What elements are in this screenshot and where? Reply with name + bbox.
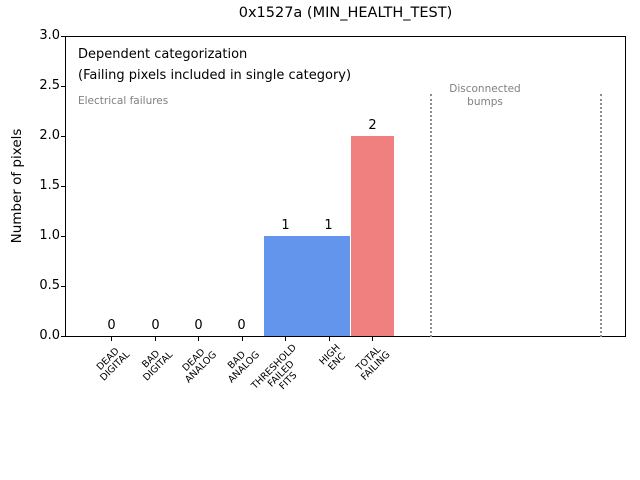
bar-value-label: 0	[107, 318, 116, 333]
y-tick	[61, 86, 65, 87]
y-tick-label: 1.5	[39, 178, 60, 193]
x-tick	[242, 337, 243, 341]
bar-value-label: 0	[237, 318, 246, 333]
y-tick	[61, 236, 65, 237]
x-tick	[111, 337, 112, 341]
annotation-electrical-failures: Electrical failures	[78, 95, 169, 107]
y-tick-label: 3.0	[39, 28, 60, 43]
annotation-disconnected-bumps: Disconnected bumps	[449, 83, 521, 108]
bar-threshold-failed-fits	[264, 236, 307, 336]
y-tick-label: 0.5	[39, 278, 60, 293]
y-tick	[61, 136, 65, 137]
x-tick	[285, 337, 286, 341]
bar-value-label: 0	[194, 318, 203, 333]
bar-value-label: 0	[151, 318, 160, 333]
y-tick	[61, 286, 65, 287]
y-tick-label: 1.0	[39, 228, 60, 243]
divider-line-left	[430, 94, 432, 337]
x-tick-label-dead-analog: DEAD ANALOG	[180, 346, 220, 386]
y-tick-label: 2.0	[39, 128, 60, 143]
y-tick-label: 2.5	[39, 78, 60, 93]
x-tick	[372, 337, 373, 341]
y-tick	[61, 186, 65, 187]
x-tick	[155, 337, 156, 341]
bar-high-enc	[307, 236, 350, 336]
x-tick-label-total-failing: TOTAL FAILING	[353, 344, 393, 383]
bar-value-label: 1	[281, 218, 290, 233]
x-tick-label-threshold-failed-fits: THRESHOLD FAILED FITS	[249, 342, 300, 393]
x-tick-label-bad-digital: BAD DIGITAL	[139, 348, 176, 384]
bar-total-failing	[351, 136, 394, 336]
chart-title: 0x1527a (MIN_HEALTH_TEST)	[238, 5, 453, 21]
y-tick	[61, 336, 65, 337]
x-tick	[198, 337, 199, 341]
y-tick	[61, 36, 65, 37]
y-tick-label: 0.0	[39, 328, 60, 343]
x-tick-label-high-enc: HIGH ENC	[317, 342, 348, 373]
annotation-failing-pixels: (Failing pixels included in single categ…	[78, 68, 352, 83]
annotation-dependent-categorization: Dependent categorization	[78, 47, 248, 62]
x-tick-label-dead-digital: DEAD DIGITAL	[94, 345, 133, 384]
plot-area: Dependent categorization (Failing pixels…	[65, 36, 626, 337]
x-tick	[329, 337, 330, 341]
bar-value-label: 2	[368, 118, 377, 133]
divider-line-right	[600, 94, 602, 337]
bar-value-label: 1	[324, 218, 333, 233]
